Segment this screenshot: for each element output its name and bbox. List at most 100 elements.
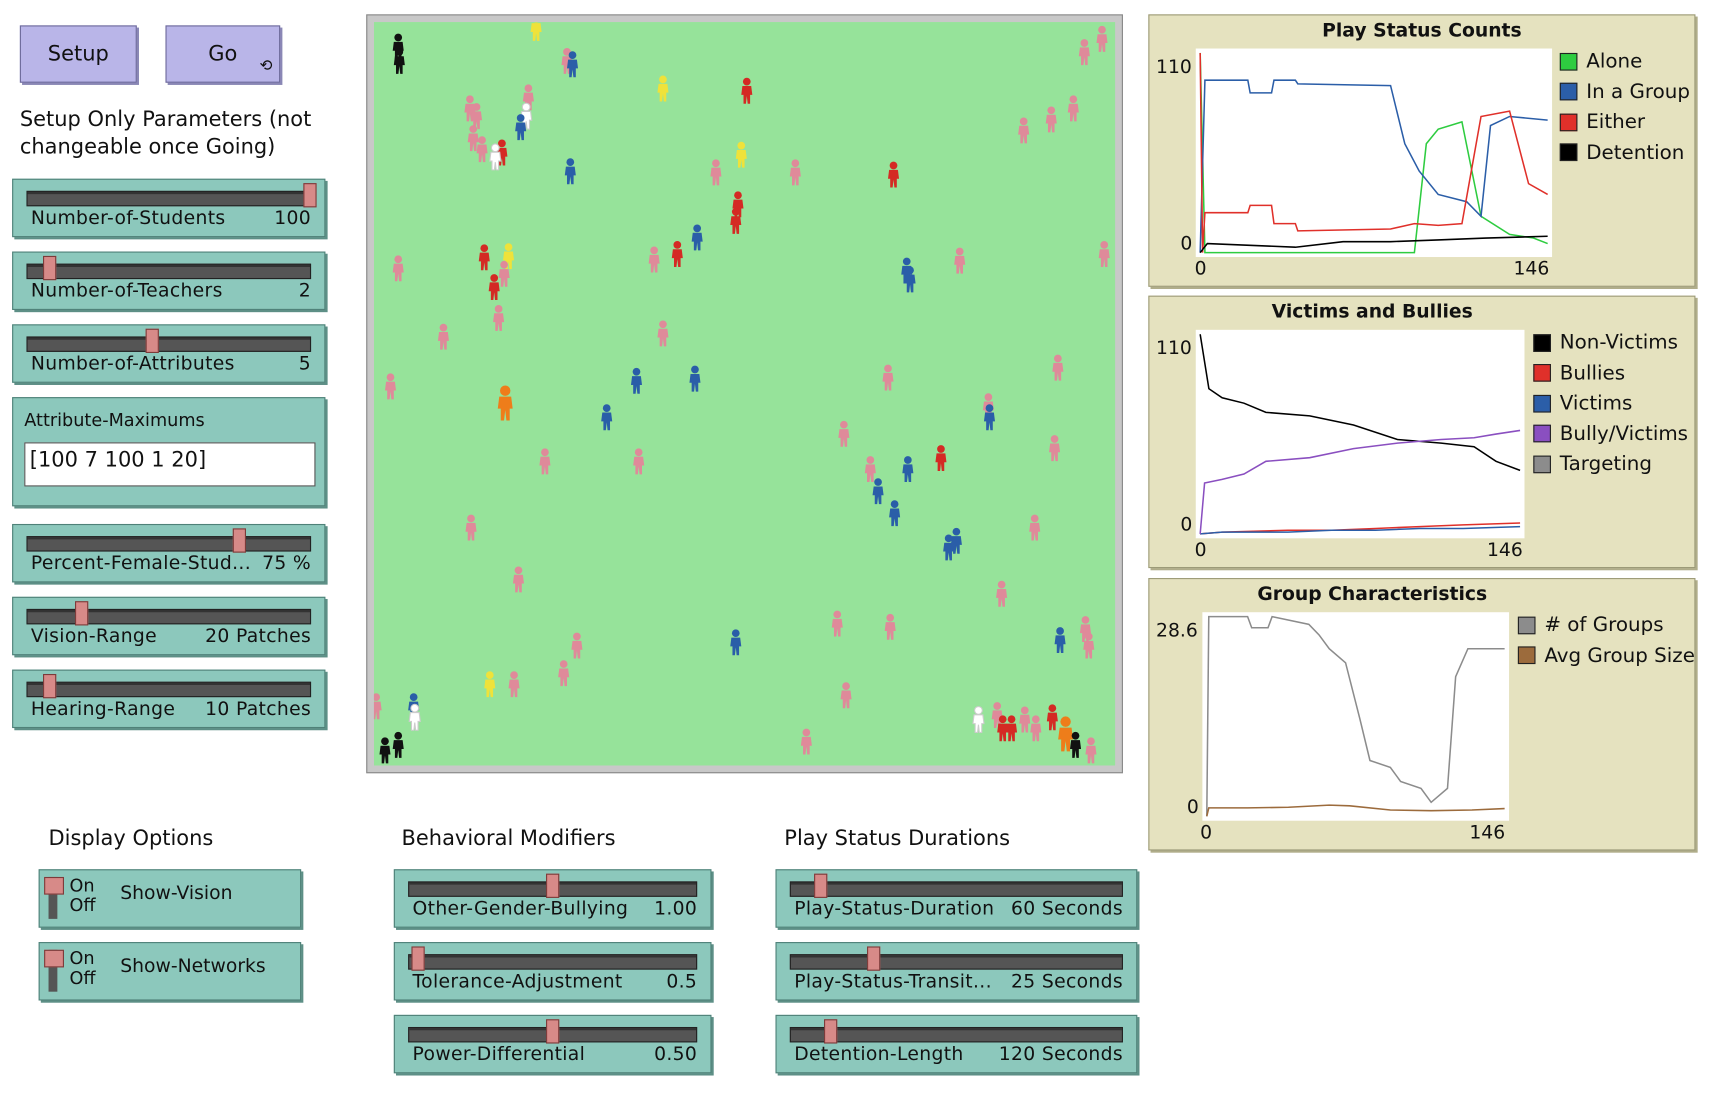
slider-track[interactable]	[26, 681, 312, 698]
plot-legend: Non-Victims Bullies Victims Bully/Victims Ta…	[1533, 328, 1688, 480]
agent-person-pink	[882, 364, 894, 391]
slider-track[interactable]	[789, 881, 1123, 897]
tolerance-adjustment-slider[interactable]: Tolerance-Adjustment 0.5	[393, 942, 712, 1001]
slider-track[interactable]	[26, 263, 312, 280]
y-max-label: 110	[1156, 56, 1192, 79]
setup-button-label: Setup	[47, 41, 109, 67]
slider-track[interactable]	[408, 954, 698, 970]
agent-person-pink	[1078, 39, 1090, 66]
slider-thumb[interactable]	[74, 601, 88, 626]
series-line-avg-group-size	[1206, 804, 1505, 817]
agent-person-pink	[465, 514, 477, 541]
agent-person-black	[392, 731, 404, 758]
slider-label: Number-of-Students	[30, 207, 226, 230]
switch-label: Show-Networks	[120, 955, 266, 978]
agent-person-red	[1046, 704, 1058, 731]
agent-person-pink	[991, 702, 1003, 729]
plot-area	[1195, 329, 1525, 539]
agent-person-pink	[1096, 25, 1108, 52]
slider-thumb[interactable]	[814, 873, 828, 898]
slider-thumb[interactable]	[546, 1019, 560, 1044]
slider-thumb[interactable]	[43, 255, 57, 281]
series-line-either	[1199, 52, 1549, 253]
agent-person-blue	[904, 266, 916, 293]
go-button[interactable]: Go ⟲	[165, 25, 281, 83]
agent-person-red	[488, 274, 500, 301]
agent-person-pink	[800, 728, 812, 755]
switch-knob[interactable]	[44, 876, 64, 895]
play-status-duration-slider[interactable]: Play-Status-Duration 60 Seconds	[775, 869, 1138, 928]
plot-title: Victims and Bullies	[1271, 301, 1473, 324]
agent-person-pink	[1045, 106, 1057, 133]
agent-person-blue	[943, 534, 955, 561]
agent-person-yellow	[530, 22, 542, 41]
attribute-maximums-field[interactable]: [100 7 100 1 20]	[24, 442, 316, 487]
detention-length-slider[interactable]: Detention-Length 120 Seconds	[775, 1014, 1138, 1074]
x-min-label: 0	[1194, 539, 1207, 562]
slider-track[interactable]	[26, 608, 312, 625]
number-of-attributes-slider[interactable]: Number-of-Attributes 5	[12, 324, 326, 383]
legend-entry: Either	[1559, 107, 1690, 137]
agent-person-blue	[691, 224, 703, 251]
play-status-transition-slider[interactable]: Play-Status-Transit... 25 Seconds	[775, 942, 1138, 1001]
slider-thumb[interactable]	[43, 673, 57, 699]
power-differential-slider[interactable]: Power-Differential 0.50	[393, 1014, 712, 1074]
agent-person-red	[887, 161, 900, 188]
slider-value: 10 Patches	[205, 698, 312, 721]
setup-button[interactable]: Setup	[19, 25, 137, 83]
play-status-counts-plot: Play Status Counts 110 0 0 146 Alone In a…	[1148, 14, 1696, 287]
forever-icon: ⟲	[259, 57, 273, 76]
agent-person-pink	[493, 305, 505, 331]
agent-person-blue	[902, 456, 914, 483]
slider-track[interactable]	[26, 336, 312, 352]
show-networks-switch[interactable]: On Off Show-Networks	[38, 942, 302, 1001]
x-max-label: 146	[1513, 258, 1550, 281]
vision-range-slider[interactable]: Vision-Range 20 Patches	[12, 596, 326, 656]
agent-person-red	[997, 715, 1009, 742]
setup-params-caption: Setup Only Parameters (not changeable on…	[20, 106, 311, 161]
agent-person-blue	[1054, 627, 1066, 654]
slider-thumb[interactable]	[303, 183, 317, 208]
y-max-label: 28.6	[1156, 619, 1198, 643]
number-of-students-slider[interactable]: Number-of-Students 100	[12, 178, 326, 238]
slider-thumb[interactable]	[145, 328, 159, 353]
slider-track[interactable]	[26, 536, 312, 552]
world-view[interactable]	[366, 14, 1123, 774]
agent-person-pink	[657, 320, 669, 347]
other-gender-bullying-slider[interactable]: Other-Gender-Bullying 1.00	[393, 869, 712, 928]
agent-person-pink	[864, 456, 876, 483]
legend-label: Either	[1586, 110, 1646, 134]
slider-track[interactable]	[789, 1026, 1123, 1043]
show-vision-switch[interactable]: On Off Show-Vision	[38, 869, 302, 928]
number-of-teachers-slider[interactable]: Number-of-Teachers 2	[12, 251, 326, 310]
percent-female-students-slider[interactable]: Percent-Female-Stud... 75 %	[12, 523, 326, 583]
plot-canvas	[1206, 615, 1505, 817]
slider-value: 20 Patches	[205, 625, 312, 648]
slider-thumb[interactable]	[546, 873, 560, 898]
slider-thumb[interactable]	[232, 528, 246, 553]
switch-knob[interactable]	[44, 949, 64, 968]
switch-off-label: Off	[69, 967, 96, 989]
slider-value: 2	[298, 280, 312, 303]
slider-thumb[interactable]	[411, 946, 425, 971]
legend-label: In a Group	[1586, 80, 1690, 104]
switch-track[interactable]	[48, 949, 58, 992]
agent-person-pink	[648, 246, 660, 273]
switch-track[interactable]	[48, 876, 58, 919]
slider-thumb[interactable]	[867, 946, 881, 971]
slider-track[interactable]	[789, 954, 1123, 970]
agent-person-pink	[392, 255, 404, 282]
legend-entry: Non-Victims	[1533, 328, 1688, 358]
agent-person-pink	[954, 247, 966, 274]
agent-person-pink	[1018, 117, 1030, 144]
slider-track[interactable]	[26, 190, 312, 207]
agent-person-blue	[515, 114, 527, 141]
slider-thumb[interactable]	[824, 1019, 838, 1044]
legend-label: Targeting	[1559, 452, 1652, 476]
agent-person-pink	[1083, 632, 1095, 659]
agent-person-pink	[558, 660, 570, 687]
agent-person-pink	[1030, 715, 1042, 742]
series-line--of-groups	[1206, 615, 1505, 817]
world-background	[373, 22, 1116, 766]
hearing-range-slider[interactable]: Hearing-Range 10 Patches	[12, 669, 326, 729]
